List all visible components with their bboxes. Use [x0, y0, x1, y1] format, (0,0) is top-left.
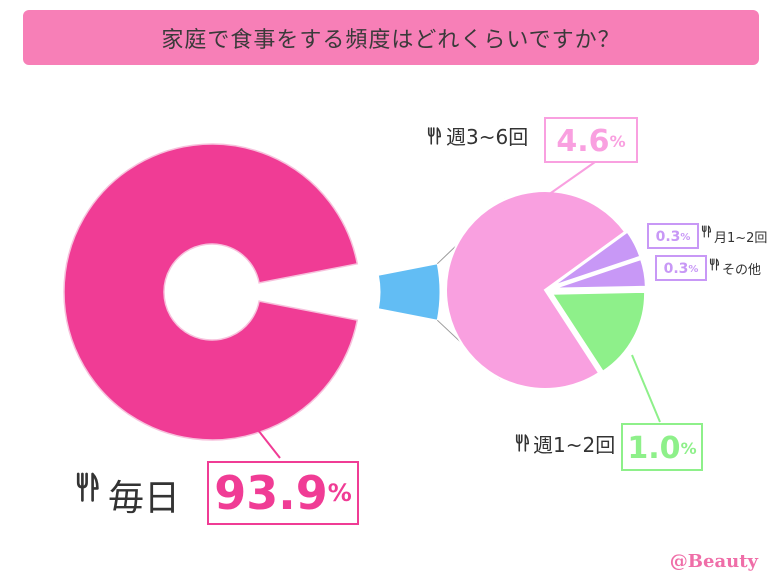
value-monthly: 0.3% [656, 229, 691, 245]
label-other: その他 [722, 263, 761, 278]
value-box-other [655, 255, 707, 281]
fork-knife-icon [709, 258, 720, 271]
chart-title: 家庭で食事をする頻度はどれくらいですか？ [161, 27, 621, 53]
pie-slice-weekly-1-2 [550, 290, 647, 374]
fork-knife-icon [427, 127, 442, 145]
value-everyday: 93.9% [214, 466, 352, 520]
value-box-monthly [647, 223, 699, 249]
pie-slice-connector [377, 263, 441, 321]
leader-weekly-3-6 [547, 161, 596, 196]
value-weekly-3-6: 4.6% [556, 124, 625, 159]
label-monthly: 月1~2回 [714, 231, 767, 246]
value-box-everyday [207, 461, 359, 525]
pie-slice-weekly-3-6 [445, 190, 627, 390]
leader-weekly-1-2 [631, 354, 661, 423]
brand-logo: @Beauty [669, 551, 758, 572]
fork-knife-icon [76, 472, 99, 502]
value-weekly-1-2: 1.0% [627, 431, 696, 466]
fork-knife-icon [515, 434, 530, 452]
label-weekly-3-6: 週3~6回 [446, 125, 528, 149]
pie-slice-monthly [551, 230, 642, 288]
pie-slice-other [552, 257, 647, 290]
fork-knife-icon [701, 225, 712, 238]
value-other: 0.3% [664, 261, 699, 277]
pie-slice-everyday [63, 143, 359, 441]
value-box-weekly-1-2 [621, 423, 703, 471]
title-bar: 家庭で食事をする頻度はどれくらいですか？ [23, 10, 759, 65]
label-everyday: 毎日 [108, 478, 180, 519]
label-weekly-1-2: 週1~2回 [533, 433, 615, 457]
leader-everyday [257, 429, 281, 459]
value-box-weekly-3-6 [544, 117, 638, 163]
